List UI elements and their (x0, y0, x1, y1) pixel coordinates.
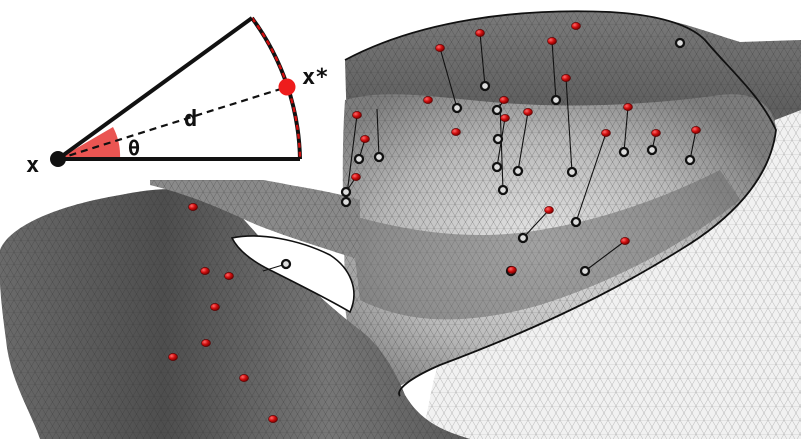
distance-line (57, 85, 288, 161)
target-points (168, 22, 701, 423)
angle-wedge (58, 127, 121, 159)
target-point (623, 103, 633, 111)
target-point (352, 111, 362, 119)
surface-gap (230, 235, 355, 314)
target-point (475, 29, 485, 37)
target-point (507, 266, 517, 274)
target-point (451, 128, 461, 136)
source-point (579, 265, 591, 277)
source-point (684, 154, 696, 166)
source-points (280, 37, 696, 277)
source-point (451, 102, 463, 114)
source-point (646, 144, 658, 156)
source-point (491, 104, 503, 116)
boundary-curve-top (344, 10, 777, 397)
target-point (620, 237, 630, 245)
label-xstar: x* (302, 65, 329, 90)
source-point (512, 165, 524, 177)
target-point (351, 173, 361, 181)
source-point (340, 196, 352, 208)
source-point (373, 151, 385, 163)
target-point-xstar (278, 78, 296, 96)
target-point (601, 129, 611, 137)
origin-point (50, 151, 66, 167)
source-point (618, 146, 630, 158)
target-point (691, 126, 701, 134)
target-point (210, 303, 220, 311)
source-point (340, 186, 352, 198)
source-point (674, 37, 686, 49)
target-point (360, 135, 370, 143)
source-point (280, 258, 292, 270)
target-point (523, 108, 533, 116)
sector-ray-upper (56, 16, 254, 161)
target-point (561, 74, 571, 82)
target-point (651, 129, 661, 137)
label-theta: θ (128, 136, 140, 160)
target-point (571, 22, 581, 30)
label-x: x (26, 153, 39, 178)
source-point (491, 161, 503, 173)
source-point (353, 153, 365, 165)
target-point (544, 206, 554, 214)
target-point (423, 96, 433, 104)
source-point (566, 166, 578, 178)
target-point (168, 353, 178, 361)
target-point (200, 267, 210, 275)
source-point (492, 133, 504, 145)
valley-band (350, 170, 740, 320)
inset-diagram: x x* d θ (0, 0, 340, 180)
label-d: d (184, 107, 197, 132)
source-point (497, 184, 509, 196)
target-point (547, 37, 557, 45)
target-point (268, 415, 278, 423)
source-point (570, 216, 582, 228)
target-point (224, 272, 234, 280)
target-point (435, 44, 445, 52)
source-point (479, 80, 491, 92)
target-point (499, 96, 509, 104)
source-point (550, 94, 562, 106)
source-point (517, 232, 529, 244)
target-point (188, 203, 198, 211)
target-point (201, 339, 211, 347)
target-point (500, 114, 510, 122)
target-point (239, 374, 249, 382)
